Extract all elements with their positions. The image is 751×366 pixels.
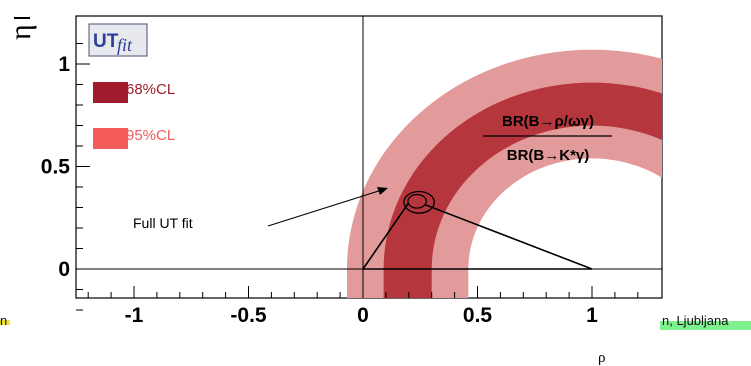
legend-label-1: 95%CL [126, 127, 175, 144]
band-68cl [383, 82, 662, 269]
annotation-arrowhead [377, 187, 388, 195]
constraint-denominator: BR(B→K*γ) [507, 147, 590, 164]
fit-ellipse-68 [407, 193, 427, 209]
x-axis-label: ρ [598, 350, 606, 366]
y-axis-label: η [4, 24, 37, 40]
logo-text-fit: fit [117, 35, 133, 55]
fit-ellipse-95 [403, 190, 435, 214]
logo-text: UT [93, 31, 119, 52]
triangle-outline [361, 198, 593, 270]
x-tick-label: 1 [586, 304, 598, 327]
fit-annotation: Full UT fit [133, 215, 193, 231]
y-tick-label: 0.5 [41, 156, 71, 179]
footer-left-text: n [0, 313, 8, 328]
logo-box [88, 23, 148, 57]
constraint-bands [346, 49, 751, 300]
full-fit-ellipse [403, 190, 435, 214]
legend-swatch-1 [93, 128, 128, 149]
axis-ticks: -1 -0.5 0 0.5 1 0 0.5 1 [41, 43, 639, 327]
x-tick-label: -0.5 [230, 304, 267, 327]
y-tick-label: 1 [58, 53, 70, 76]
x-tick-label: 0 [357, 304, 369, 327]
footer-right-bar [660, 321, 751, 330]
legend: 68%CL 95%CL [93, 81, 175, 149]
footer-right-text: n, Ljubljana [662, 313, 729, 328]
x-tick-label: 0.5 [463, 304, 493, 327]
annotation-arrow [267, 188, 386, 227]
band-ext-left-1 [383, 269, 432, 298]
legend-label-0: 68%CL [126, 81, 175, 98]
footer-left-bar [0, 320, 10, 325]
legend-swatch-0 [93, 82, 128, 103]
constraint-numerator: BR(B→ρ/ωγ) [502, 113, 594, 130]
y-tick-label: 0 [58, 258, 70, 281]
unitarity-triangle [361, 198, 593, 270]
band-ext-right-0 [716, 269, 751, 300]
x-tick-label: -1 [125, 304, 144, 327]
